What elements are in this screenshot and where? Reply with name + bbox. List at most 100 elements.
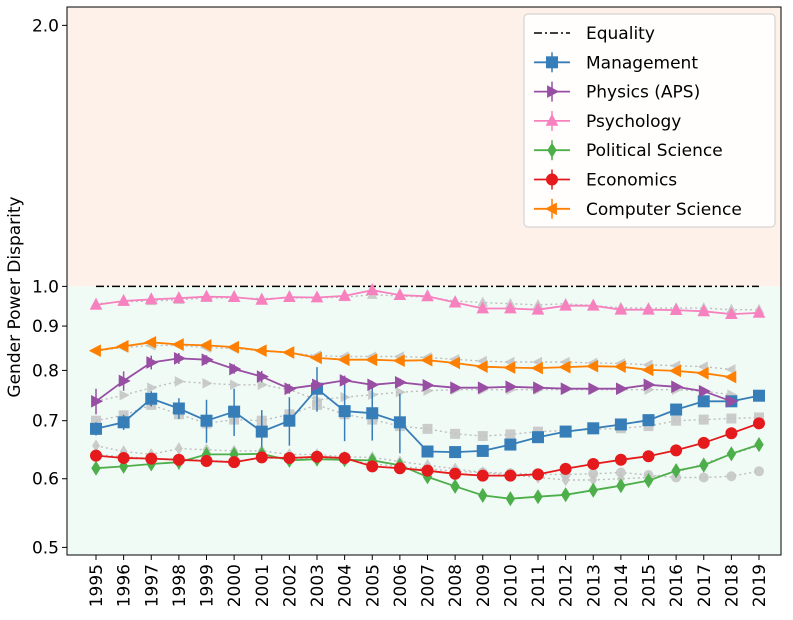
- data-point: [504, 438, 517, 451]
- data-point: [559, 425, 572, 438]
- legend-entry: Political Science: [534, 140, 723, 161]
- data-point: [753, 389, 765, 402]
- data-point: [146, 356, 159, 369]
- data-point: [338, 288, 351, 301]
- data-point: [670, 444, 683, 457]
- data-point: [616, 478, 626, 494]
- data-point: [254, 344, 267, 358]
- baseline-marker: [726, 471, 737, 482]
- x-tick-label: 2001: [253, 564, 273, 607]
- data-point: [392, 354, 405, 367]
- data-point: [90, 449, 102, 462]
- data-point: [615, 382, 628, 396]
- y-axis: 0.5 0.6 0.7 0.8 0.9 1.0 2.0: [32, 16, 67, 558]
- data-point: [641, 363, 654, 377]
- plot-frame: [66, 6, 782, 556]
- y-tick-label: 0.8: [32, 361, 59, 381]
- data-point: [642, 414, 655, 427]
- y-tick-label: 0.6: [32, 470, 59, 490]
- data-point: [228, 456, 241, 469]
- x-tick-label: 1996: [115, 564, 135, 607]
- data-point: [532, 431, 544, 444]
- data-point: [118, 374, 131, 388]
- data-point: [531, 302, 545, 315]
- data-point: [586, 359, 599, 373]
- y-tick-label: 0.5: [32, 538, 59, 558]
- baseline-marker: [174, 376, 185, 387]
- data-point: [229, 362, 242, 376]
- data-point: [450, 381, 463, 395]
- baseline-marker: [725, 364, 736, 375]
- x-tick-label: 2006: [391, 564, 411, 607]
- legend: Equality Management Physics (APS) Psycholog…: [523, 13, 776, 228]
- baseline-marker: [698, 472, 709, 483]
- baseline-marker: [698, 414, 709, 425]
- y-tick-label: 2.0: [32, 16, 59, 36]
- baseline-marker: [671, 415, 682, 426]
- legend-marker: [545, 113, 559, 126]
- series: [91, 352, 739, 415]
- data-point: [642, 450, 655, 463]
- legend-marker: [546, 173, 558, 186]
- data-point: [532, 468, 544, 481]
- x-tick-label: 2007: [419, 564, 439, 607]
- data-point: [421, 464, 434, 477]
- data-point: [283, 451, 296, 464]
- data-point: [504, 469, 517, 482]
- data-point: [725, 427, 738, 440]
- data-point: [255, 451, 268, 464]
- data-point: [726, 446, 737, 462]
- data-point: [338, 451, 351, 464]
- x-tick-label: 2017: [695, 564, 715, 607]
- x-tick-label: 2002: [280, 564, 300, 607]
- region-below-equality: [67, 286, 781, 555]
- data-point: [312, 378, 325, 392]
- data-point: [366, 460, 379, 473]
- data-point: [699, 457, 709, 473]
- data-point: [282, 346, 295, 359]
- series: [89, 283, 766, 320]
- data-point: [642, 302, 655, 315]
- data-point: [117, 451, 130, 464]
- data-point: [283, 414, 296, 427]
- data-point: [421, 289, 434, 302]
- x-tick-label: 2004: [336, 564, 356, 607]
- baseline-marker: [257, 379, 268, 391]
- x-tick-label: 2014: [612, 564, 632, 607]
- legend-label: Psychology: [586, 112, 681, 132]
- data-point: [505, 491, 516, 507]
- data-point: [367, 378, 380, 392]
- data-point: [117, 293, 130, 306]
- data-point: [476, 469, 489, 482]
- series-layer: [88, 283, 766, 507]
- data-point: [91, 394, 104, 408]
- data-point: [310, 290, 324, 303]
- legend-label: Equality: [586, 24, 655, 44]
- data-point: [588, 482, 598, 498]
- data-point: [643, 378, 656, 392]
- data-point: [478, 487, 488, 503]
- data-point: [449, 467, 462, 480]
- data-point: [697, 304, 711, 317]
- data-point: [752, 305, 766, 318]
- data-point: [227, 289, 241, 302]
- data-point: [754, 437, 764, 453]
- data-point: [91, 460, 101, 476]
- data-point: [172, 453, 185, 466]
- data-point: [698, 384, 711, 398]
- data-point: [422, 378, 435, 392]
- x-tick-label: 2011: [529, 564, 549, 607]
- data-point: [366, 407, 379, 420]
- data-point: [172, 402, 185, 415]
- data-point: [504, 301, 517, 314]
- data-point: [144, 335, 157, 349]
- x-tick-label: 2005: [363, 564, 383, 607]
- baseline-marker: [202, 378, 213, 389]
- data-point: [88, 344, 101, 358]
- x-tick-label: 2000: [225, 564, 245, 607]
- data-point: [284, 382, 297, 396]
- data-point: [448, 356, 461, 370]
- data-point: [228, 405, 241, 418]
- x-tick-label: 2003: [308, 564, 328, 607]
